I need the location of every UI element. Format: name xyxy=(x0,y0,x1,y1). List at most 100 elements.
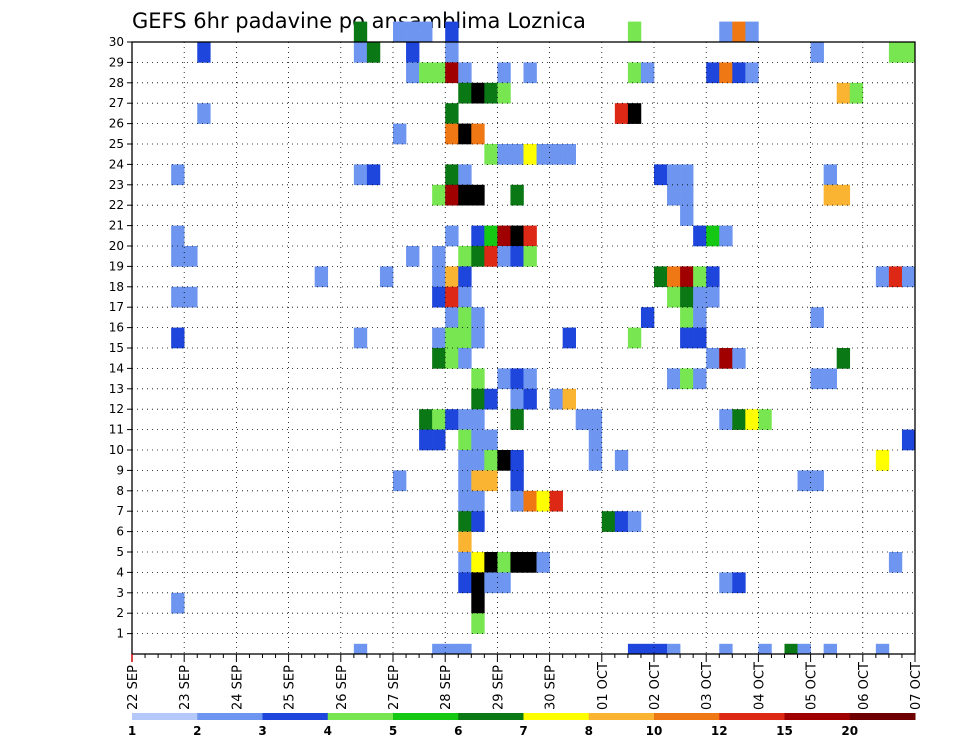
precip-cell xyxy=(419,21,433,43)
precip-cell xyxy=(562,144,576,165)
precip-cell xyxy=(627,643,642,655)
precip-cell xyxy=(432,62,446,84)
precip-cell xyxy=(510,368,524,390)
precip-cell xyxy=(497,225,511,247)
precip-cell xyxy=(784,643,798,655)
precip-cell xyxy=(471,470,485,492)
precip-cell xyxy=(432,266,446,288)
precip-cell xyxy=(849,82,864,104)
colorbar-swatch xyxy=(849,713,916,720)
precip-cell xyxy=(406,246,420,267)
precip-cell xyxy=(680,368,694,390)
precip-cell xyxy=(836,348,851,369)
y-tick-label: 17 xyxy=(109,300,124,314)
precip-cell xyxy=(171,592,185,614)
y-tick-label: 26 xyxy=(109,117,124,131)
precip-cell xyxy=(458,470,472,492)
precip-cell xyxy=(445,307,459,328)
precip-cell xyxy=(732,62,746,84)
precip-cell xyxy=(680,184,694,206)
precip-cell xyxy=(654,643,668,655)
y-tick-label: 25 xyxy=(109,137,124,151)
precip-cell xyxy=(445,123,459,145)
precip-cell xyxy=(471,368,485,390)
x-tick-label: 07 OCT xyxy=(909,662,924,710)
y-tick-label: 5 xyxy=(116,545,124,559)
precip-cell xyxy=(419,429,433,451)
precipitation-cells xyxy=(171,21,916,655)
precip-cell xyxy=(536,144,550,165)
colorbar-tick-label: 6 xyxy=(454,724,462,738)
precip-cell xyxy=(680,327,694,349)
x-tick-label: 28 SEP xyxy=(439,665,454,710)
y-tick-label: 20 xyxy=(109,239,124,253)
precip-cell xyxy=(510,388,524,410)
precip-cell xyxy=(445,225,459,247)
y-tick-label: 8 xyxy=(116,484,124,498)
precip-cell xyxy=(484,225,498,247)
precip-cell xyxy=(484,82,498,104)
colorbar-tick-label: 15 xyxy=(776,724,793,738)
precip-cell xyxy=(432,246,446,267)
precip-cell xyxy=(614,450,629,471)
precip-cell xyxy=(510,184,524,206)
y-tick-label: 4 xyxy=(116,565,124,579)
precip-cell xyxy=(654,164,668,186)
precip-cell xyxy=(667,266,681,288)
precip-cell xyxy=(680,266,694,288)
precip-cell xyxy=(693,266,707,288)
precip-cell xyxy=(523,246,537,267)
precip-cell xyxy=(732,21,746,43)
precip-cell xyxy=(171,164,185,186)
precip-cell xyxy=(536,490,550,512)
precip-cell xyxy=(510,144,524,165)
precip-cell xyxy=(458,511,472,532)
y-tick-label: 2 xyxy=(116,606,124,620)
precip-cell xyxy=(432,286,446,308)
colorbar-tick-label: 8 xyxy=(585,724,593,738)
precip-cell xyxy=(693,307,707,328)
precip-cell xyxy=(484,572,498,594)
precip-cell xyxy=(680,164,694,186)
precip-cell xyxy=(693,225,707,247)
precip-cell xyxy=(171,286,185,308)
precip-cell xyxy=(693,327,707,349)
precip-cell xyxy=(510,450,524,471)
y-tick-label: 10 xyxy=(109,443,124,457)
precip-cell xyxy=(458,62,472,84)
precip-cell xyxy=(458,307,472,328)
precip-cell xyxy=(353,164,368,186)
colorbar-swatch xyxy=(719,713,785,720)
precip-cell xyxy=(445,286,459,308)
precip-cell xyxy=(523,388,537,410)
x-tick-label: 01 OCT xyxy=(596,662,611,710)
precip-cell xyxy=(171,225,185,247)
precip-cell xyxy=(719,62,733,84)
precip-cell xyxy=(810,470,824,492)
precip-cell xyxy=(484,429,498,451)
precip-cell xyxy=(497,62,511,84)
precip-cell xyxy=(458,123,472,145)
precip-cell xyxy=(471,552,485,573)
precip-cell xyxy=(875,643,890,655)
precip-cell xyxy=(484,450,498,471)
precip-cell xyxy=(471,225,485,247)
precip-cell xyxy=(549,388,563,410)
precip-cell xyxy=(523,552,537,573)
precip-cell xyxy=(353,21,368,43)
precip-cell xyxy=(353,42,368,63)
precip-cell xyxy=(445,643,459,655)
precip-cell xyxy=(901,42,916,63)
precip-cell xyxy=(667,368,681,390)
precip-cell xyxy=(836,184,851,206)
precip-cell xyxy=(497,450,511,471)
precip-cell xyxy=(680,286,694,308)
precip-cell xyxy=(667,164,681,186)
precip-cell xyxy=(471,613,485,634)
precip-cell xyxy=(562,327,576,349)
precip-cell xyxy=(458,184,472,206)
colorbar-swatch xyxy=(784,713,851,720)
colorbar-tick-label: 4 xyxy=(324,724,332,738)
precip-cell xyxy=(353,643,368,655)
precip-cell xyxy=(523,62,537,84)
